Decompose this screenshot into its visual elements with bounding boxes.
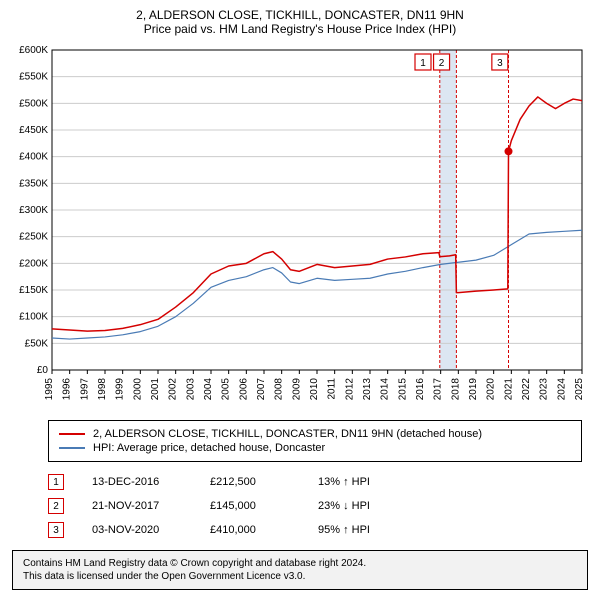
transaction-delta: 95% ↑ HPI <box>318 524 408 536</box>
x-tick-label: 2001 <box>150 378 161 401</box>
x-tick-label: 2009 <box>291 378 302 401</box>
transaction-marker: 2 <box>48 498 64 514</box>
legend-label: 2, ALDERSON CLOSE, TICKHILL, DONCASTER, … <box>93 428 482 440</box>
y-tick-label: £300K <box>19 205 48 216</box>
transaction-date: 03-NOV-2020 <box>92 524 182 536</box>
transaction-dot <box>505 147 513 155</box>
legend-row: 2, ALDERSON CLOSE, TICKHILL, DONCASTER, … <box>59 427 571 441</box>
x-tick-label: 2023 <box>539 378 550 401</box>
x-tick-label: 2004 <box>203 378 214 401</box>
x-tick-label: 2018 <box>450 378 461 401</box>
legend-label: HPI: Average price, detached house, Donc… <box>93 442 325 454</box>
transaction-marker: 3 <box>48 522 64 538</box>
transaction-date: 21-NOV-2017 <box>92 500 182 512</box>
chart-container: 2, ALDERSON CLOSE, TICKHILL, DONCASTER, … <box>0 0 600 598</box>
y-tick-label: £450K <box>19 125 48 136</box>
marker-label: 3 <box>497 58 503 69</box>
transaction-delta: 23% ↓ HPI <box>318 500 408 512</box>
y-tick-label: £250K <box>19 232 48 243</box>
marker-label: 1 <box>420 58 426 69</box>
x-tick-label: 2014 <box>380 378 391 401</box>
x-tick-label: 1997 <box>79 378 90 401</box>
y-tick-label: £600K <box>19 45 48 56</box>
y-tick-label: £350K <box>19 178 48 189</box>
chart-titles: 2, ALDERSON CLOSE, TICKHILL, DONCASTER, … <box>8 8 592 36</box>
x-tick-label: 2022 <box>521 378 532 401</box>
y-tick-label: £200K <box>19 258 48 269</box>
y-tick-label: £50K <box>25 338 49 349</box>
chart-svg: £0 £50K £100K £150K £200K £250K £300K £350K £400… <box>8 42 592 412</box>
x-tick-label: 2006 <box>238 378 249 401</box>
x-tick-label: 2019 <box>468 378 479 401</box>
y-tick-label: £150K <box>19 285 48 296</box>
transactions-table: 1 13-DEC-2016 £212,500 13% ↑ HPI 2 21-NOV-201… <box>48 470 582 542</box>
y-tick-label: £500K <box>19 98 48 109</box>
y-tick-label: £400K <box>19 152 48 163</box>
chart-title: 2, ALDERSON CLOSE, TICKHILL, DONCASTER, … <box>8 8 592 22</box>
x-tick-label: 1998 <box>97 378 108 401</box>
x-tick-label: 2002 <box>168 378 179 401</box>
transaction-row: 3 03-NOV-2020 £410,000 95% ↑ HPI <box>48 518 582 542</box>
x-tick-label: 2012 <box>344 378 355 401</box>
transaction-delta: 13% ↑ HPI <box>318 476 408 488</box>
footer-attribution: Contains HM Land Registry data © Crown c… <box>12 550 588 590</box>
x-tick-label: 2024 <box>556 378 567 401</box>
y-tick-label: £550K <box>19 72 48 83</box>
x-tick-label: 2005 <box>221 378 232 401</box>
chart-subtitle: Price paid vs. HM Land Registry's House … <box>8 22 592 36</box>
x-tick-label: 2000 <box>132 378 143 401</box>
transaction-price: £212,500 <box>210 476 290 488</box>
x-tick-label: 2017 <box>433 378 444 401</box>
x-tick-label: 1996 <box>62 378 73 401</box>
transaction-price: £410,000 <box>210 524 290 536</box>
legend-swatch <box>59 447 85 449</box>
transaction-date: 13-DEC-2016 <box>92 476 182 488</box>
transaction-marker: 1 <box>48 474 64 490</box>
chart-plot-area: £0 £50K £100K £150K £200K £250K £300K £350K £400… <box>8 42 592 412</box>
y-tick-label: £0 <box>37 365 49 376</box>
footer-line-2: This data is licensed under the Open Gov… <box>23 570 577 583</box>
y-tick-label: £100K <box>19 312 48 323</box>
x-tick-label: 2007 <box>256 378 267 401</box>
x-tick-label: 1995 <box>44 378 55 401</box>
x-tick-label: 2011 <box>327 378 338 400</box>
x-tick-label: 2013 <box>362 378 373 401</box>
transaction-row: 2 21-NOV-2017 £145,000 23% ↓ HPI <box>48 494 582 518</box>
x-tick-label: 2016 <box>415 378 426 401</box>
legend-row: HPI: Average price, detached house, Donc… <box>59 441 571 455</box>
legend: 2, ALDERSON CLOSE, TICKHILL, DONCASTER, … <box>48 420 582 462</box>
x-tick-label: 2010 <box>309 378 320 401</box>
marker-label: 2 <box>439 58 445 69</box>
x-tick-label: 1999 <box>115 378 126 401</box>
transaction-price: £145,000 <box>210 500 290 512</box>
x-tick-label: 2003 <box>185 378 196 401</box>
transaction-row: 1 13-DEC-2016 £212,500 13% ↑ HPI <box>48 470 582 494</box>
x-tick-label: 2020 <box>486 378 497 401</box>
footer-line-1: Contains HM Land Registry data © Crown c… <box>23 557 577 570</box>
x-tick-label: 2008 <box>274 378 285 401</box>
x-tick-label: 2021 <box>503 378 514 401</box>
x-tick-label: 2015 <box>397 378 408 401</box>
legend-swatch <box>59 433 85 435</box>
x-tick-label: 2025 <box>574 378 585 401</box>
